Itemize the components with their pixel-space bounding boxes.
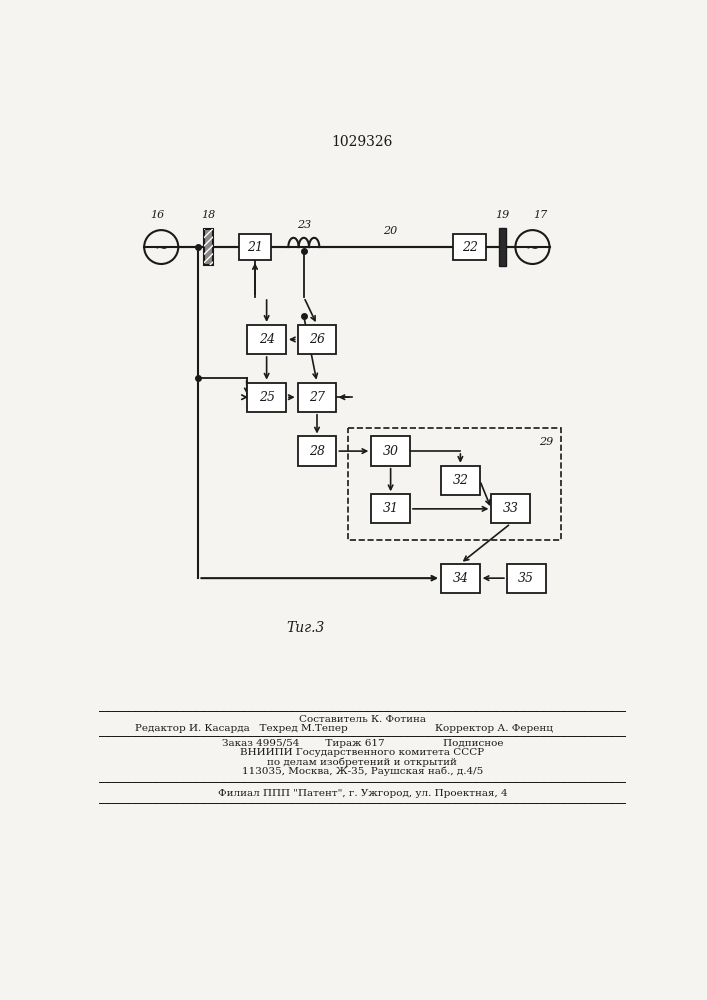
Text: Составитель К. Фотина: Составитель К. Фотина	[299, 715, 426, 724]
Bar	[204, 229, 213, 265]
Bar	[441, 564, 480, 593]
Text: 28: 28	[309, 445, 325, 458]
Text: 30: 30	[382, 445, 399, 458]
Text: 26: 26	[309, 333, 325, 346]
Text: Редактор И. Касарда   Техред М.Тепер: Редактор И. Касарда Техред М.Тепер	[136, 724, 348, 733]
Bar	[507, 564, 546, 593]
Bar	[247, 325, 286, 354]
Text: 23: 23	[297, 220, 311, 230]
Text: 34: 34	[452, 572, 468, 585]
Text: 35: 35	[518, 572, 534, 585]
Text: Корректор А. Ференц: Корректор А. Ференц	[435, 724, 553, 733]
Bar	[298, 325, 337, 354]
Bar	[239, 234, 271, 260]
Bar	[371, 494, 410, 523]
Text: по делам изобретений и открытий: по делам изобретений и открытий	[267, 757, 457, 767]
Text: 29: 29	[539, 437, 554, 447]
Bar	[453, 234, 486, 260]
Text: 17: 17	[533, 210, 547, 220]
Text: 113035, Москва, Ж-35, Раушская наб., д.4/5: 113035, Москва, Ж-35, Раушская наб., д.4…	[242, 767, 483, 776]
Text: Филиал ППП "Патент", г. Ужгород, ул. Проектная, 4: Филиал ППП "Патент", г. Ужгород, ул. Про…	[218, 789, 507, 798]
Text: Τиг.3: Τиг.3	[286, 620, 325, 635]
Bar	[298, 436, 337, 466]
Text: 27: 27	[309, 391, 325, 404]
Bar	[441, 466, 480, 495]
Bar	[348, 428, 561, 540]
Text: 18: 18	[201, 210, 216, 220]
Text: 21: 21	[247, 241, 263, 254]
Bar	[498, 228, 506, 266]
Bar	[247, 383, 286, 412]
Text: ВНИИПИ Государственного комитета СССР: ВНИИПИ Государственного комитета СССР	[240, 748, 484, 757]
Text: ~: ~	[525, 239, 539, 256]
Text: 19: 19	[495, 210, 509, 220]
Text: 1029326: 1029326	[332, 135, 392, 149]
Bar	[298, 383, 337, 412]
Text: ~: ~	[154, 239, 168, 256]
Bar	[491, 494, 530, 523]
Text: 24: 24	[259, 333, 274, 346]
Bar	[204, 229, 213, 265]
Text: 16: 16	[150, 210, 165, 220]
Text: 25: 25	[259, 391, 274, 404]
Text: 31: 31	[382, 502, 399, 515]
Text: 33: 33	[503, 502, 519, 515]
Text: 20: 20	[383, 226, 398, 235]
Bar	[371, 436, 410, 466]
Text: 32: 32	[452, 474, 468, 487]
Text: Заказ 4995/54        Тираж 617                  Подписное: Заказ 4995/54 Тираж 617 Подписное	[221, 739, 503, 748]
Text: 22: 22	[462, 241, 478, 254]
